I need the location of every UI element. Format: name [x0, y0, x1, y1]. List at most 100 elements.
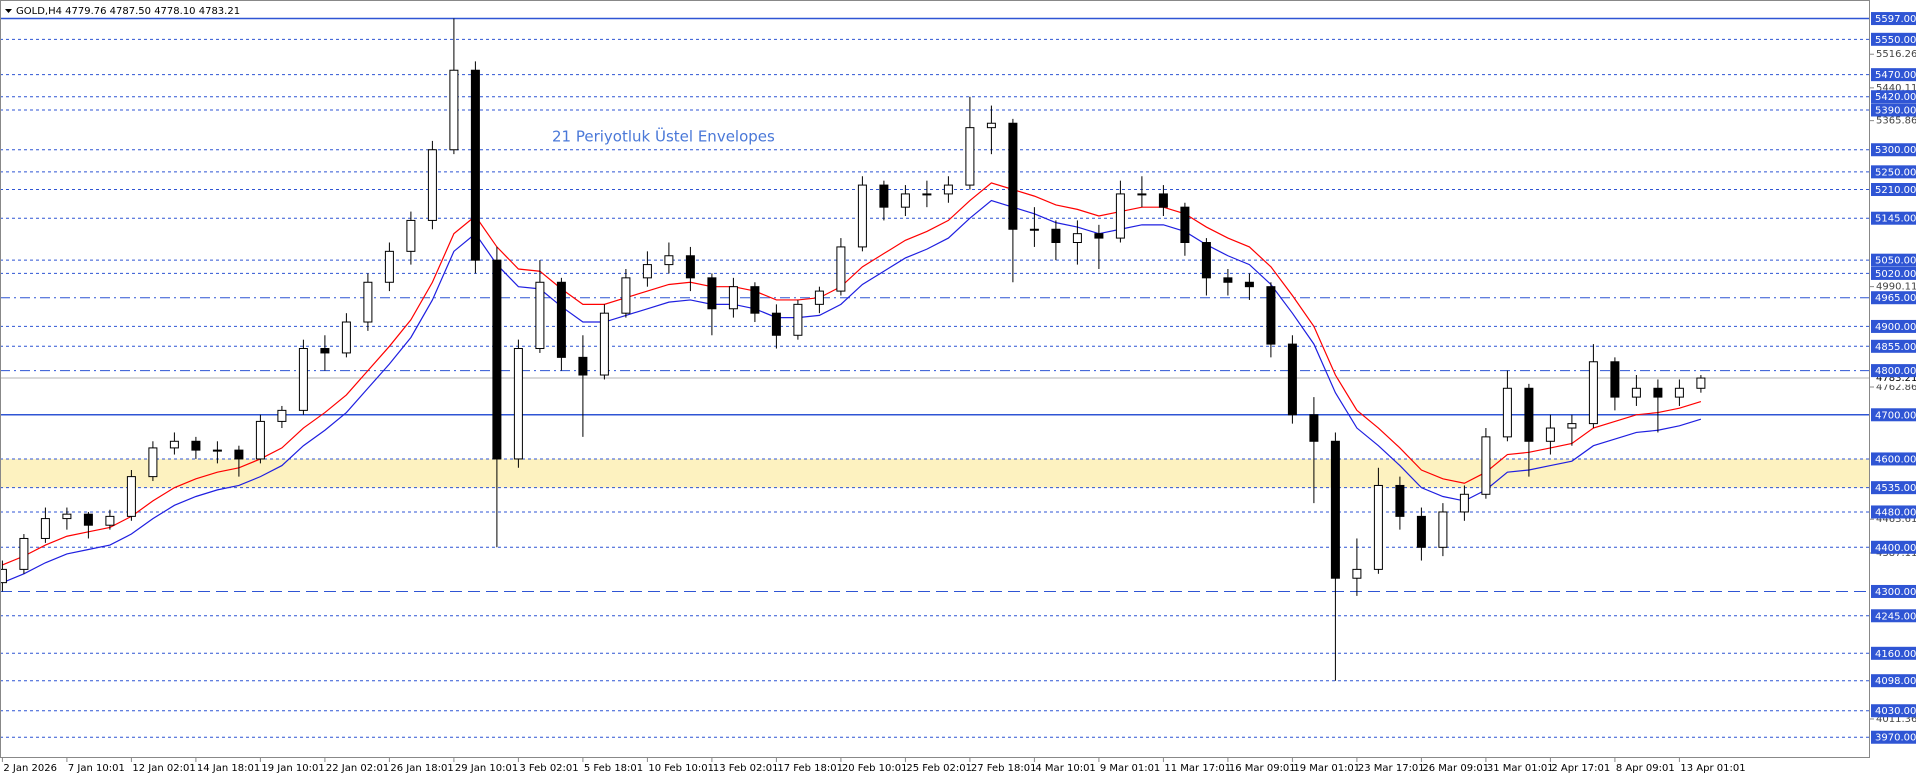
candle-body: [1352, 568, 1362, 579]
candle-body: [965, 127, 975, 186]
level-label: 4245.00: [1875, 611, 1916, 622]
candle-body: [879, 184, 889, 208]
x-tick-label: 27 Feb 18:01: [971, 763, 1037, 774]
candle-body: [277, 409, 287, 422]
candle-body: [1072, 233, 1082, 244]
level-label: 5550.00: [1875, 35, 1916, 46]
level-label-box: [1871, 165, 1916, 179]
candle-body: [1674, 387, 1684, 398]
candle-layer: [0, 18, 1706, 681]
level-label-box: [1871, 452, 1916, 466]
x-tick-label: 5 Feb 18:01: [584, 763, 643, 774]
candle-body: [492, 259, 502, 460]
level-label: 5390.00: [1875, 105, 1916, 116]
candle-body: [1137, 193, 1147, 196]
chart-title: GOLD,H4 4779.76 4787.50 4778.10 4783.21: [16, 6, 240, 17]
y-tick-label: 4762.86: [1876, 382, 1916, 393]
candle-body: [513, 348, 523, 460]
annotation: 21 Periyotluk Üstel Envelopes: [552, 127, 775, 146]
candle-body: [1309, 414, 1319, 442]
candle-body: [470, 69, 480, 261]
candle-body: [298, 348, 308, 411]
candle-body: [578, 356, 588, 376]
level-label-box: [1871, 339, 1916, 353]
x-tick-label: 10 Feb 10:01: [648, 763, 714, 774]
y-tick-label: 5365.86: [1876, 116, 1916, 127]
level-label-box: [1871, 481, 1916, 495]
candle-body: [1459, 493, 1469, 513]
candle-body: [255, 420, 265, 460]
level-label: 4030.00: [1875, 706, 1916, 717]
candle-body: [556, 281, 566, 358]
candle-body: [341, 321, 351, 354]
y-tick-label: 5440.11: [1876, 83, 1916, 94]
candle-body: [771, 312, 781, 336]
candle-body: [1416, 515, 1426, 548]
candle-body: [535, 281, 545, 350]
level-label-box: [1871, 609, 1916, 623]
plot-frame: [0, 0, 1870, 758]
candle-body: [922, 193, 932, 196]
candle-body: [814, 290, 824, 305]
levels-layer: [0, 17, 1870, 738]
level-label: 4098.00: [1875, 676, 1916, 687]
candle-body: [1051, 228, 1061, 244]
x-tick-label: 22 Jan 02:01: [326, 763, 389, 774]
candle-body: [1631, 387, 1641, 398]
level-label-box: [1871, 291, 1916, 305]
level-label: 5020.00: [1875, 269, 1916, 280]
x-tick-label: 25 Feb 02:01: [906, 763, 972, 774]
level-label-box: [1871, 211, 1916, 225]
x-tick-label: 8 Apr 09:01: [1616, 763, 1675, 774]
level-label-box: [1871, 253, 1916, 267]
x-tick-label: 31 Mar 01:01: [1487, 763, 1554, 774]
level-label-box: [1871, 505, 1916, 519]
axis-layer: 5516.26 5440.11 5365.86 4990.11 4762.86 4463.…: [1, 12, 1916, 774]
level-label: 5300.00: [1875, 145, 1916, 156]
candle-body: [685, 255, 695, 279]
level-label: 5210.00: [1875, 185, 1916, 196]
candle-body: [406, 219, 416, 252]
candle-body: [1395, 484, 1405, 517]
envelope-line: [2, 199, 1702, 584]
candle-body: [707, 277, 717, 310]
x-tick-label: 17 Feb 18:01: [777, 763, 843, 774]
candle-body: [1029, 228, 1039, 231]
level-label-box: [1871, 143, 1916, 157]
candle-body: [1524, 387, 1534, 442]
candle-body: [0, 568, 7, 584]
candle-body: [19, 537, 29, 570]
candle-body: [900, 193, 910, 208]
candle-body: [234, 449, 244, 460]
level-label-box: [1871, 364, 1916, 378]
level-label-box: [1871, 674, 1916, 688]
candle-body: [1008, 122, 1018, 230]
x-tick-label: 12 Jan 02:01: [132, 763, 195, 774]
candle-body: [1266, 286, 1276, 345]
collapse-icon[interactable]: [5, 9, 12, 13]
level-label-box: [1871, 183, 1916, 196]
candle-body: [40, 518, 50, 539]
candle-body: [427, 149, 437, 221]
zone: [0, 458, 1870, 488]
level-label: 5050.00: [1875, 256, 1916, 267]
envelope-layer: [2, 182, 1702, 584]
x-tick-label: 20 Feb 10:01: [842, 763, 908, 774]
last-price-label: 4783.21: [1876, 373, 1916, 384]
candle-body: [1244, 281, 1254, 288]
level-label-box: [1871, 408, 1916, 422]
candle-body: [1545, 427, 1555, 442]
level-label: 5420.00: [1875, 92, 1916, 103]
level-label: 4900.00: [1875, 322, 1916, 333]
candle-body: [1502, 387, 1512, 438]
candle-body: [728, 286, 738, 310]
level-label: 4535.00: [1875, 483, 1916, 494]
level-label: 4300.00: [1875, 587, 1916, 598]
x-tick-label: 9 Mar 01:01: [1100, 763, 1160, 774]
candle-body: [857, 184, 867, 248]
candle-body: [1588, 361, 1598, 425]
y-tick-label: 5516.26: [1876, 49, 1916, 60]
x-tick-label: 26 Mar 09:01: [1422, 763, 1489, 774]
